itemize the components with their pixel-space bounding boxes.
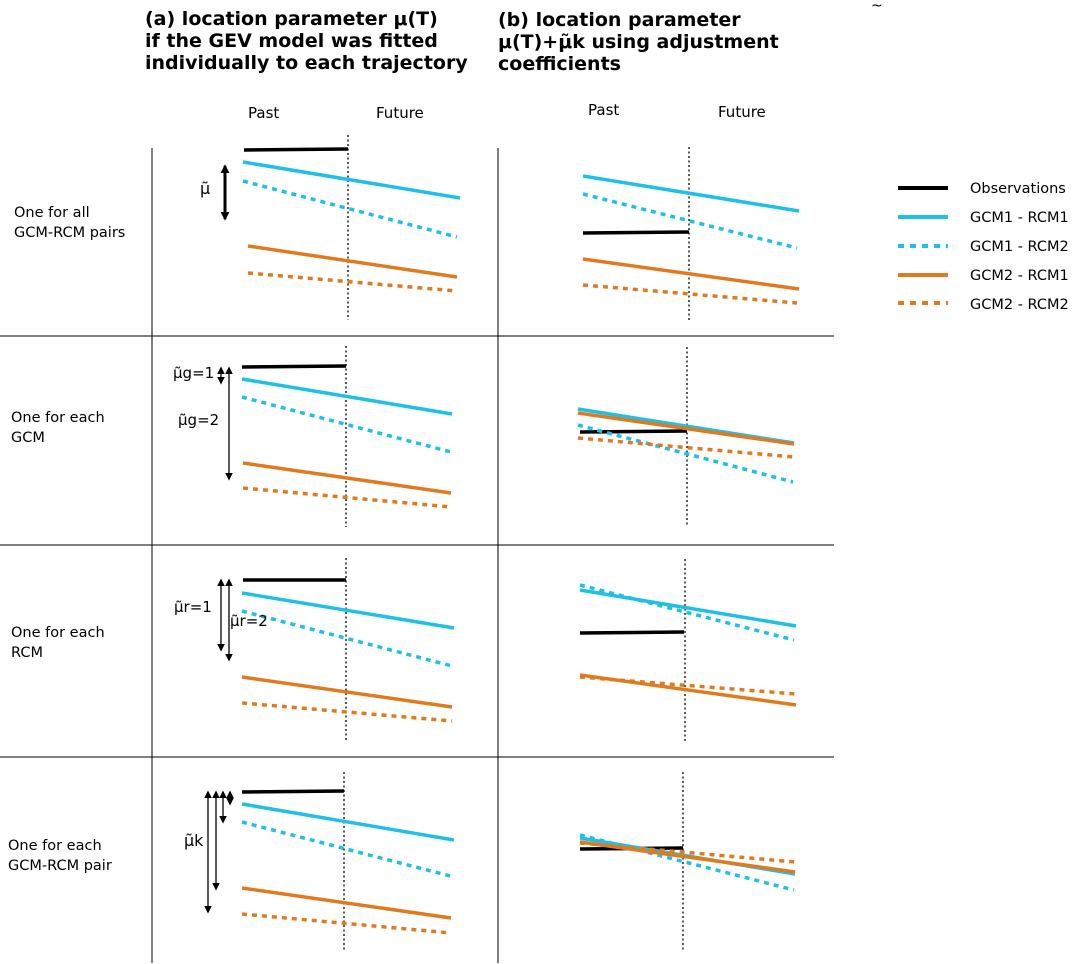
row-4-label-line-2: GCM-RCM pair xyxy=(8,858,112,874)
gcm1-rcm1-a-row4 xyxy=(241,802,455,842)
mu-r2-label: μ̃r=2 xyxy=(230,612,268,630)
gcm2-rcm1-b-row2 xyxy=(577,411,795,446)
row-3-label-line-1: One for each xyxy=(11,625,105,641)
row-4-label: One for each GCM-RCM pair xyxy=(8,836,112,876)
gcm1-rcm2-b-row1 xyxy=(582,192,798,250)
row-2-label-line-2: GCM xyxy=(11,430,45,446)
gcm2-rcm1-b-row4 xyxy=(579,840,796,874)
obs-b-row3 xyxy=(579,630,685,635)
row-3-label: One for each RCM xyxy=(11,623,105,663)
gcm1-rcm2-b-row2 xyxy=(577,423,794,484)
legend-label-gcm1-rcm1: GCM1 - RCM1 xyxy=(970,210,1069,226)
obs-b-row2 xyxy=(579,429,688,434)
row-3-label-line-2: RCM xyxy=(11,645,43,661)
gcm1-rcm1-b-row3 xyxy=(579,588,797,628)
gcm2-rcm1-b-row1 xyxy=(582,257,800,291)
legend: Observations GCM1 - RCM1 GCM1 - RCM2 GCM… xyxy=(898,181,1069,313)
panel-a-future-label: Future xyxy=(376,104,424,122)
mu-r1-label: μ̃r=1 xyxy=(174,598,212,616)
trajectories xyxy=(241,147,800,935)
mu-k-label: μ̃k xyxy=(184,831,204,850)
gcm2-rcm1-b-row3 xyxy=(579,673,797,707)
legend-label-observations: Observations xyxy=(970,181,1066,197)
panel-b-future-label: Future xyxy=(718,103,766,121)
gcm1-rcm1-a-row1 xyxy=(242,160,461,200)
gcm1-rcm2-b-row4 xyxy=(579,833,795,892)
panel-b-title-line-3: coefficients xyxy=(498,53,621,75)
obs-b-row1 xyxy=(582,230,690,235)
obs-a-row1 xyxy=(243,147,349,152)
gcm1-rcm2-a-row3 xyxy=(241,609,453,668)
gcm1-rcm1-a-row3 xyxy=(241,591,455,630)
gcm2-rcm1-a-row3 xyxy=(241,675,453,709)
panel-a-title-line-3: individually to each trajectory xyxy=(145,52,468,74)
gcm2-rcm2-a-row1 xyxy=(247,271,458,293)
gcm1-rcm2-a-row4 xyxy=(241,820,455,879)
gcm2-rcm2-a-row2 xyxy=(242,486,452,509)
gcm1-rcm2-a-row2 xyxy=(241,395,452,454)
stray-tilde-mark: ~ xyxy=(871,0,883,14)
gcm2-rcm2-a-row4 xyxy=(241,912,452,935)
legend-label-gcm2-rcm1: GCM2 - RCM1 xyxy=(970,268,1069,284)
panel-a-title-line-2: if the GEV model was fitted xyxy=(145,30,438,52)
legend-label-gcm2-rcm2: GCM2 - RCM2 xyxy=(970,297,1069,313)
mu-g1-label: μ̃g=1 xyxy=(173,364,214,382)
panel-b-title: (b) location parameter μ(T)+μ̃k using ad… xyxy=(498,9,779,75)
mu-tilde-label-row1: μ̃ xyxy=(200,179,210,198)
panel-b-title-line-2: μ(T)+μ̃k using adjustment xyxy=(498,31,779,53)
annotation-labels: μ̃ μ̃g=1 μ̃g=2 μ̃r=1 μ̃r=2 μ̃k xyxy=(173,179,268,850)
obs-a-row4 xyxy=(241,789,345,794)
gcm2-rcm2-b-row3 xyxy=(579,675,797,696)
panel-a-title-line-1: (a) location parameter μ(T) xyxy=(145,8,438,30)
row-1-label-line-2: GCM-RCM pairs xyxy=(14,225,126,241)
panel-a-past-label: Past xyxy=(248,104,280,122)
row-2-label-line-1: One for each xyxy=(11,410,105,426)
gcm1-rcm2-a-row1 xyxy=(242,179,458,239)
gcm2-rcm1-a-row1 xyxy=(247,244,458,279)
gcm2-rcm2-b-row2 xyxy=(577,436,795,459)
panel-b-past-label: Past xyxy=(588,101,620,119)
legend-label-gcm1-rcm2: GCM1 - RCM2 xyxy=(970,239,1069,255)
gcm1-rcm1-a-row2 xyxy=(241,377,453,416)
mu-g2-label: μ̃g=2 xyxy=(178,411,219,429)
row-1-label-line-1: One for all xyxy=(14,205,90,221)
panel-a-title: (a) location parameter μ(T) if the GEV m… xyxy=(145,8,468,74)
gcm1-rcm2-b-row3 xyxy=(579,583,795,642)
gcm2-rcm2-b-row4 xyxy=(579,841,796,864)
panel-b-title-line-1: (b) location parameter xyxy=(498,9,741,31)
row-2-label: One for each GCM xyxy=(11,408,105,448)
annotation-arrows xyxy=(204,164,234,914)
row-1-label: One for all GCM-RCM pairs xyxy=(14,203,125,243)
obs-a-row2 xyxy=(241,364,347,369)
gcm2-rcm1-a-row4 xyxy=(241,886,452,920)
gcm1-rcm1-b-row1 xyxy=(582,174,800,213)
gcm2-rcm1-a-row2 xyxy=(242,461,452,495)
gcm2-rcm2-a-row3 xyxy=(241,701,453,723)
gcm2-rcm2-b-row1 xyxy=(582,283,798,305)
grid-lines xyxy=(0,148,834,963)
row-4-label-line-1: One for each xyxy=(8,838,102,854)
